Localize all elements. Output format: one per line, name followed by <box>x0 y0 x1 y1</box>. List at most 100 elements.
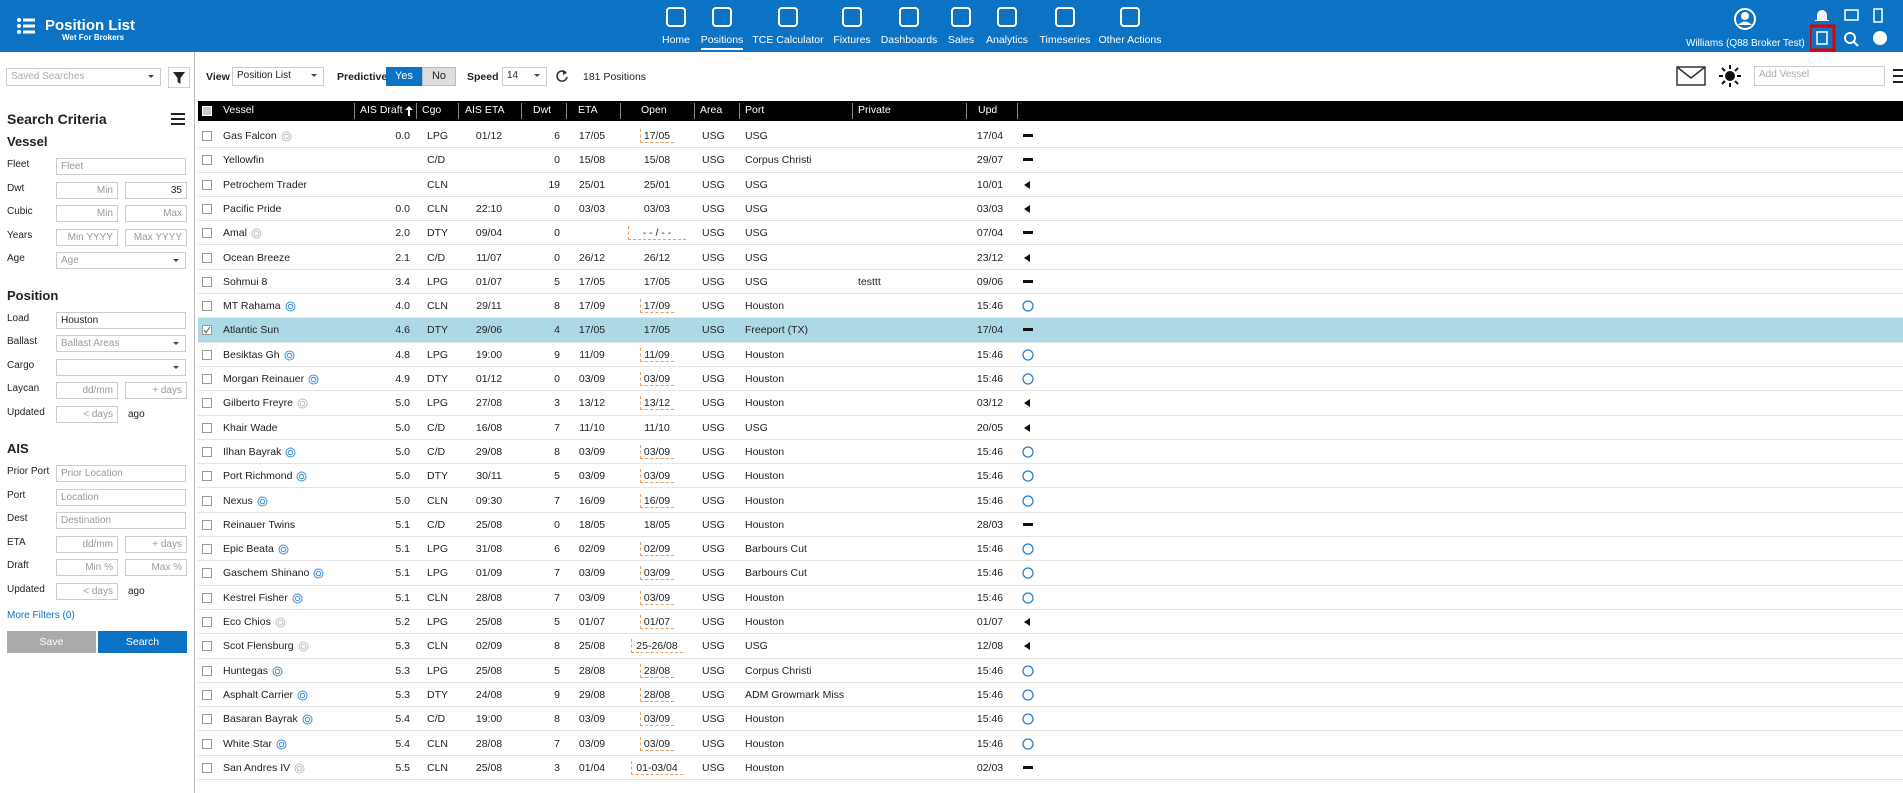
table-row[interactable] <box>198 367 1903 391</box>
table-row[interactable] <box>198 173 1903 197</box>
field-input[interactable]: dd/mm <box>56 536 118 553</box>
table-cell: Morgan Reinauer <box>223 367 304 391</box>
table-cell: 4.9 <box>350 367 410 391</box>
table-row[interactable] <box>198 683 1903 707</box>
field-input[interactable]: < days <box>56 406 118 423</box>
column-header[interactable]: Private <box>858 101 891 120</box>
field-input[interactable]: Min YYYY <box>56 229 118 246</box>
column-header[interactable]: Vessel <box>223 101 254 120</box>
table-cell: 17/05 <box>562 318 622 342</box>
column-header[interactable]: ETA <box>578 101 598 120</box>
table-row[interactable] <box>198 537 1903 561</box>
field-input[interactable]: Max % <box>125 559 187 576</box>
field-input[interactable]: Max YYYY <box>125 229 187 246</box>
filter-button[interactable] <box>168 67 190 88</box>
column-header[interactable]: AIS Draft <box>360 101 403 120</box>
table-row[interactable] <box>198 246 1903 270</box>
field-input[interactable]: dd/mm <box>56 382 118 399</box>
field-label: Laycan <box>7 384 55 394</box>
table-row[interactable] <box>198 659 1903 683</box>
add-vessel-input[interactable]: Add Vessel <box>1754 66 1885 86</box>
info-icon[interactable] <box>1874 9 1882 22</box>
field-input[interactable]: Min <box>56 182 118 199</box>
bell-icon[interactable] <box>1815 10 1829 21</box>
column-header[interactable]: Cgo <box>422 101 441 120</box>
criteria-menu[interactable] <box>171 113 185 125</box>
field-input[interactable]: < days <box>56 583 118 600</box>
table-cell: Yellowfin <box>223 148 264 172</box>
column-header[interactable]: AIS ETA <box>465 101 504 120</box>
column-header[interactable]: Port <box>745 101 764 120</box>
column-header[interactable]: Upd <box>978 101 997 120</box>
mail-icon[interactable] <box>1676 66 1706 86</box>
calculator-icon[interactable] <box>1817 32 1827 44</box>
field-input[interactable]: 35 <box>125 182 187 199</box>
compass-icon[interactable] <box>1873 31 1887 45</box>
no-button[interactable]: No <box>422 67 456 86</box>
table-row[interactable] <box>198 440 1903 464</box>
table-cell: 0 <box>500 148 560 172</box>
view-label: View <box>206 71 230 83</box>
field-input[interactable]: Prior Location <box>56 465 186 482</box>
column-header[interactable]: Dwt <box>533 101 551 120</box>
table-cell: San Andres IV <box>223 756 290 780</box>
nav-item[interactable]: Other Actions <box>1080 34 1180 46</box>
status-arrow <box>1024 205 1030 213</box>
table-row[interactable] <box>198 634 1903 658</box>
field-input[interactable] <box>56 359 186 376</box>
field-input[interactable]: Location <box>56 489 186 506</box>
table-row[interactable] <box>198 197 1903 221</box>
field-input[interactable]: + days <box>125 536 187 553</box>
table-row[interactable] <box>198 489 1903 513</box>
saved-searches[interactable]: Saved Searches <box>6 68 161 86</box>
column-header[interactable]: Open <box>641 101 667 120</box>
table-cell: Houston <box>745 513 784 537</box>
table-cell: LPG <box>427 561 448 585</box>
field-input[interactable]: Destination <box>56 512 186 529</box>
save-button[interactable]: Save <box>7 631 96 653</box>
table-row[interactable] <box>198 270 1903 294</box>
table-menu[interactable] <box>1893 69 1903 83</box>
table-row[interactable] <box>198 610 1903 634</box>
refresh-icon[interactable] <box>555 69 569 83</box>
table-row[interactable] <box>198 586 1903 610</box>
field-input[interactable]: Min % <box>56 559 118 576</box>
yes-button[interactable]: Yes <box>386 67 422 86</box>
search-button[interactable]: Search <box>98 631 187 653</box>
field-input[interactable]: Ballast Areas <box>56 335 186 352</box>
table-row[interactable] <box>198 391 1903 415</box>
field-input[interactable]: Age <box>56 252 186 269</box>
table-row[interactable] <box>198 343 1903 367</box>
table-row[interactable] <box>198 124 1903 148</box>
more-filters-link[interactable]: More Filters (0) <box>7 610 75 621</box>
table-row[interactable] <box>198 148 1903 172</box>
table-row[interactable] <box>198 732 1903 756</box>
table-row[interactable] <box>198 416 1903 440</box>
user-icon[interactable] <box>1733 7 1757 31</box>
table-row[interactable] <box>198 756 1903 780</box>
field-input[interactable]: + days <box>125 382 187 399</box>
table-row[interactable] <box>198 561 1903 585</box>
table-row[interactable] <box>198 221 1903 245</box>
table-cell: 5.4 <box>350 707 410 731</box>
field-input[interactable]: Min <box>56 205 118 222</box>
speed-select[interactable]: 14 <box>502 67 547 86</box>
input-text: Max YYYY <box>134 232 182 243</box>
column-header[interactable]: Area <box>700 101 722 120</box>
view-select[interactable]: Position List <box>232 67 324 86</box>
theme-icon[interactable] <box>1719 65 1741 87</box>
field-input[interactable]: Houston <box>56 312 186 329</box>
table-row[interactable] <box>198 707 1903 731</box>
table-row[interactable] <box>198 513 1903 537</box>
open-highlight <box>640 372 674 386</box>
field-input[interactable]: Max <box>125 205 187 222</box>
field-label: Prior Port <box>7 467 55 477</box>
search-icon[interactable] <box>1845 33 1855 43</box>
table-row[interactable] <box>198 464 1903 488</box>
field-input[interactable]: Fleet <box>56 158 186 175</box>
row-checkbox <box>202 155 212 165</box>
table-row[interactable] <box>198 318 1903 342</box>
menu-icon[interactable] <box>16 18 36 34</box>
chat-icon[interactable] <box>1845 10 1858 20</box>
table-row[interactable] <box>198 294 1903 318</box>
